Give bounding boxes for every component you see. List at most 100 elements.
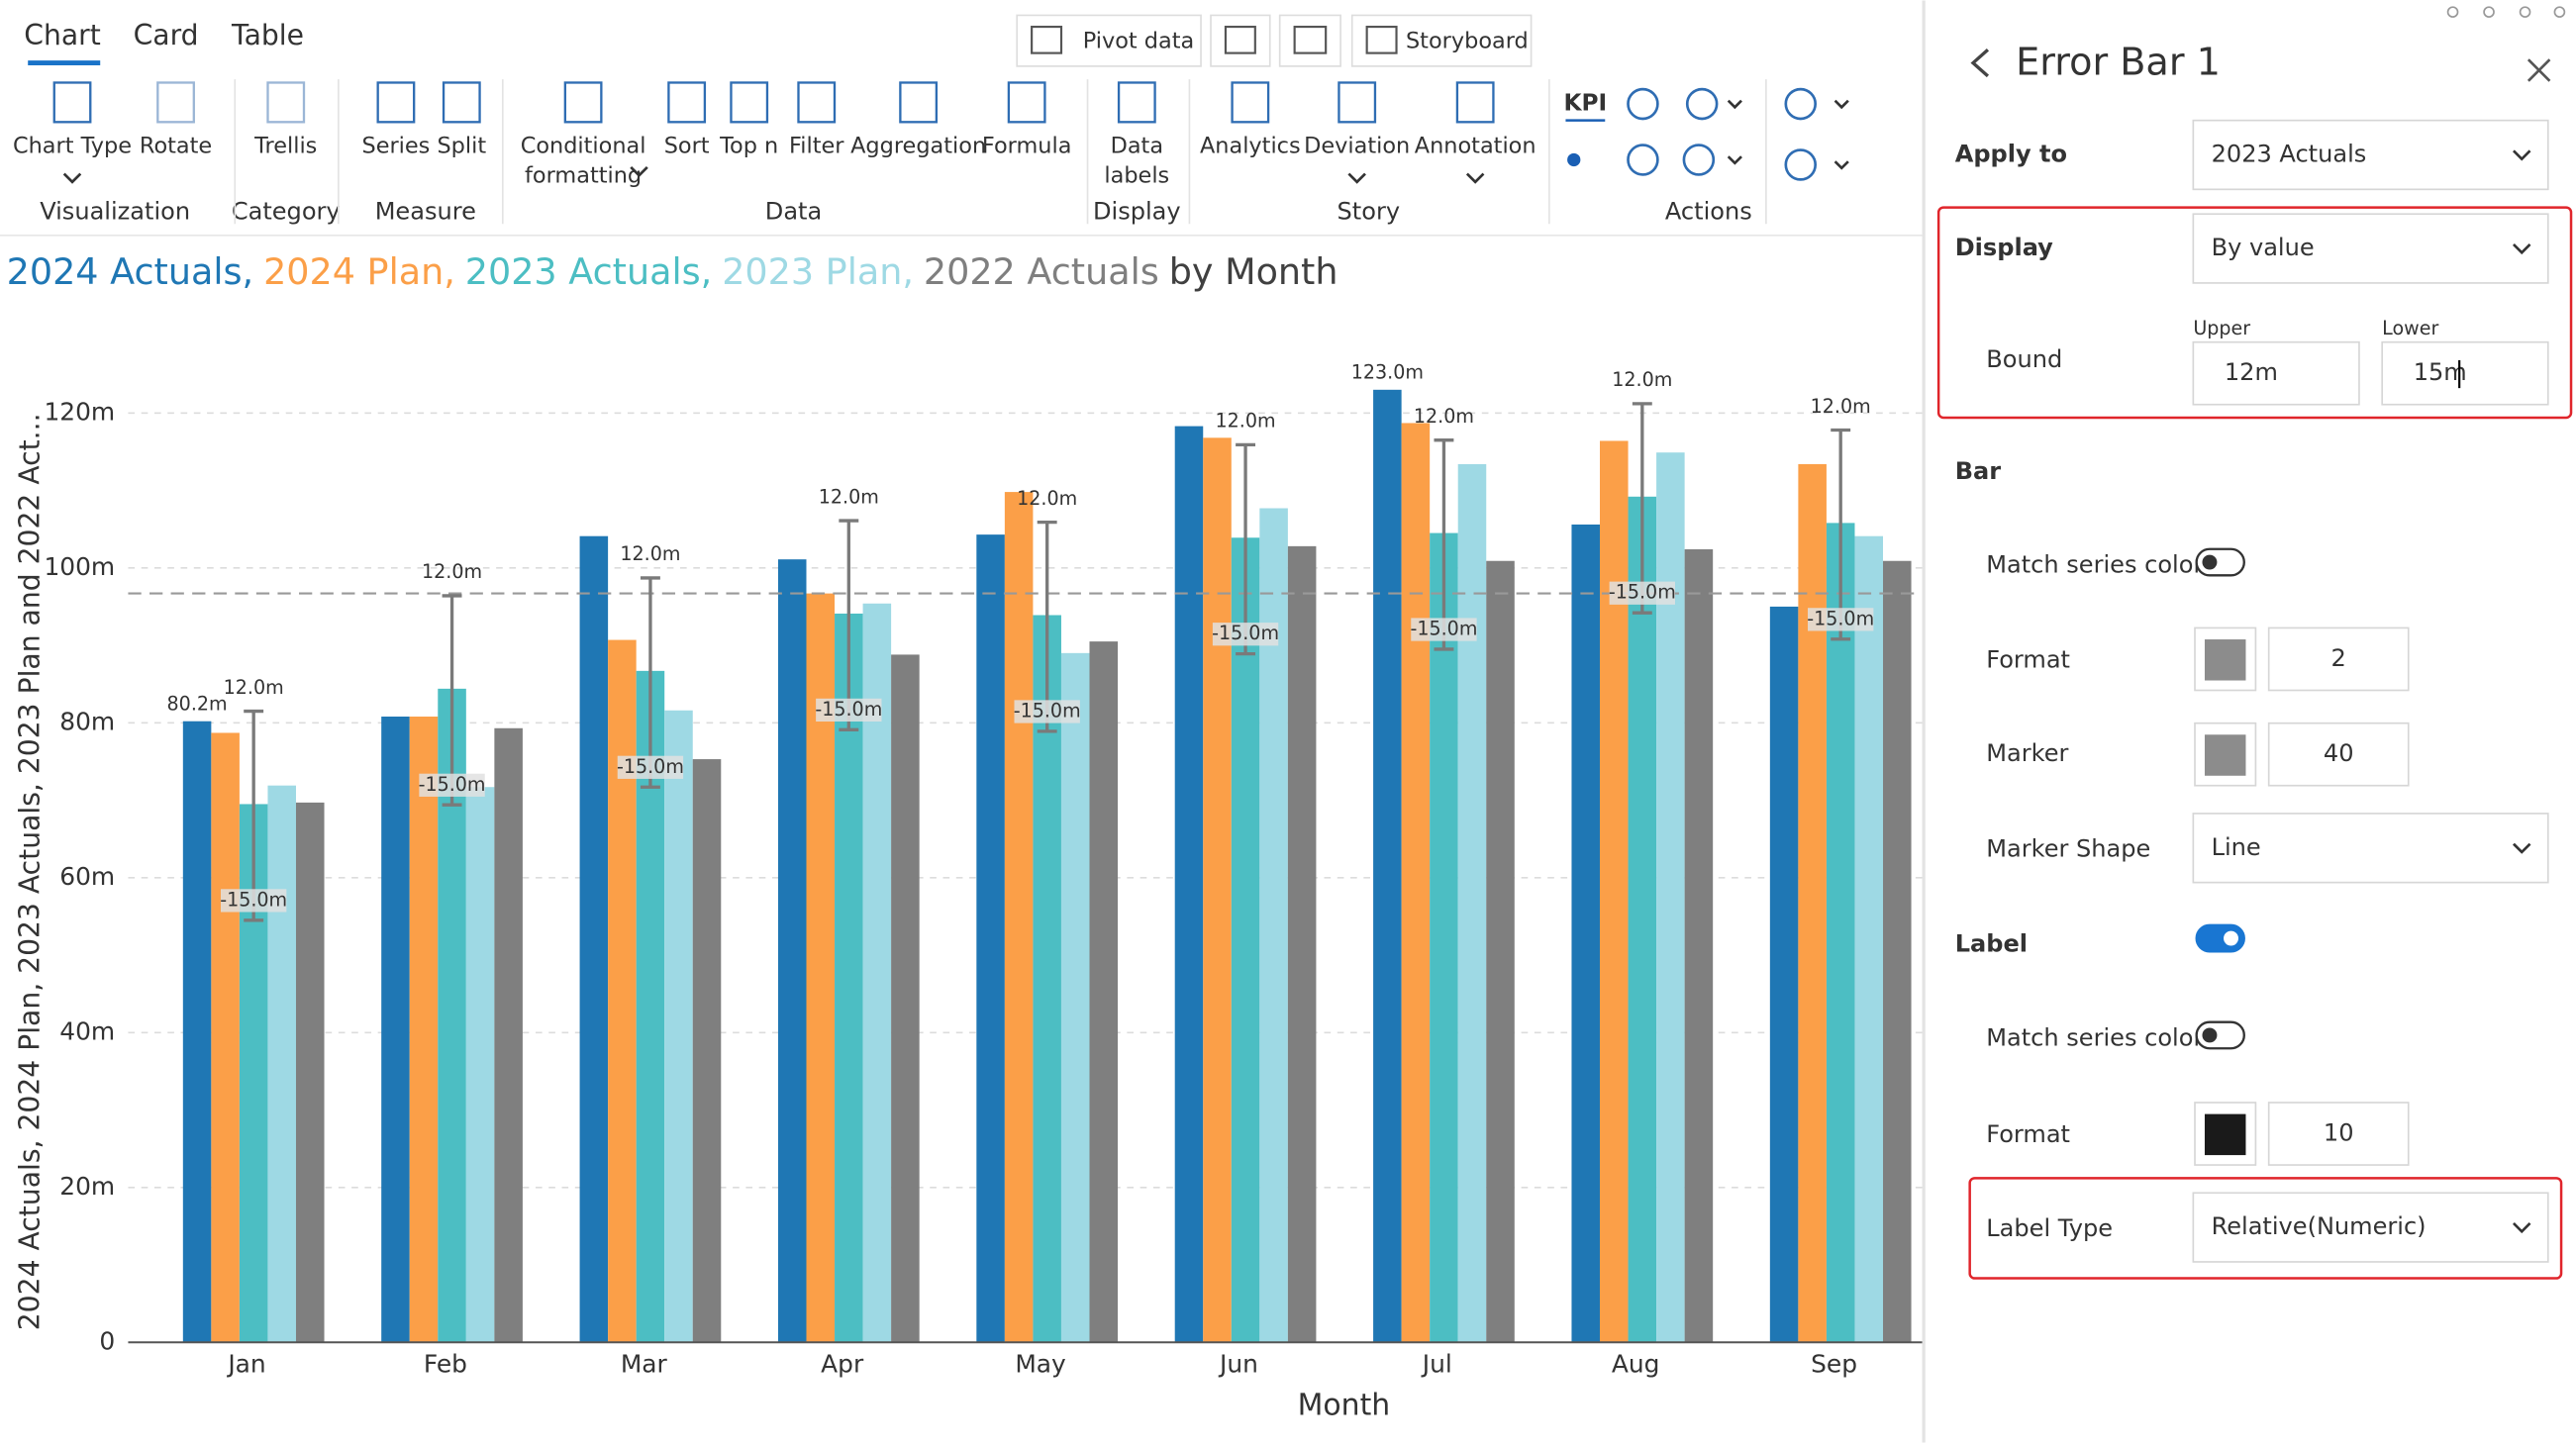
button-icon[interactable] <box>899 81 939 124</box>
bar <box>1373 389 1402 1343</box>
action-icon[interactable] <box>1685 87 1719 121</box>
dropdown[interactable] <box>2192 119 2549 191</box>
input[interactable] <box>2267 722 2410 787</box>
panel-title: Error Bar 1 <box>2016 41 2221 84</box>
error-label-bg <box>419 773 485 797</box>
x-tick-label: Sep <box>1811 1350 1857 1379</box>
button-icon[interactable] <box>156 81 195 124</box>
button-icon[interactable] <box>1231 81 1270 124</box>
toggle-knob <box>2202 1027 2218 1043</box>
action-icon[interactable] <box>1784 148 1818 181</box>
input[interactable] <box>2267 1102 2410 1166</box>
button-icon[interactable] <box>730 81 769 124</box>
group-label: Category <box>232 198 341 226</box>
icon-button[interactable] <box>1210 14 1271 67</box>
button-icon <box>1224 25 1256 54</box>
input[interactable] <box>2381 340 2549 406</box>
dropdown[interactable] <box>2192 213 2549 284</box>
error-bar <box>1831 428 1851 641</box>
y-axis-label: 2024 Actuals, 2024 Plan, 2023 Actuals, 2… <box>14 413 47 1330</box>
action-icon[interactable] <box>1627 144 1659 176</box>
group-label: Display <box>1093 198 1181 226</box>
error-bar <box>1037 520 1057 733</box>
button-label: Deviation <box>1304 134 1410 159</box>
x-tick-label: Feb <box>424 1350 467 1379</box>
window-icon[interactable] <box>2446 6 2459 18</box>
chevron <box>2513 242 2531 255</box>
tab[interactable]: Chart <box>24 19 101 51</box>
x-tick-label: Mar <box>621 1350 668 1379</box>
input[interactable] <box>2192 340 2360 406</box>
window-icon[interactable] <box>2483 6 2495 18</box>
error-label-bg <box>617 755 684 779</box>
top-button-label: Pivot data <box>1083 28 1195 53</box>
error-lower-label: -15.0m <box>815 699 882 721</box>
chevron <box>630 166 648 178</box>
y-tick-label: 0 <box>99 1326 115 1355</box>
x-tick-label: Jul <box>1421 1350 1452 1379</box>
action-icon[interactable] <box>1627 87 1659 121</box>
group-label: Visualization <box>40 198 190 226</box>
bar <box>1684 548 1714 1343</box>
x-tick-label: Apr <box>821 1350 864 1379</box>
button-icon[interactable] <box>1007 81 1046 124</box>
chevron <box>62 172 82 184</box>
button-icon[interactable] <box>52 81 92 124</box>
error-bar <box>839 519 859 731</box>
action-icon <box>1567 152 1581 167</box>
dropdown[interactable] <box>2192 1192 2549 1263</box>
bar <box>835 613 863 1343</box>
error-lower-label: -15.0m <box>1609 582 1676 604</box>
dropdown[interactable] <box>2192 813 2549 884</box>
tab[interactable]: Card <box>134 19 199 51</box>
error-lower-label: -15.0m <box>1410 619 1477 640</box>
input-value: 40 <box>2324 739 2354 767</box>
action-icon[interactable] <box>1682 144 1716 176</box>
button-icon[interactable] <box>442 81 481 124</box>
button-icon[interactable] <box>797 81 837 124</box>
bar <box>494 727 523 1343</box>
chevron <box>1727 99 1742 110</box>
error-lower-label: -15.0m <box>1014 700 1081 722</box>
button-icon[interactable] <box>376 81 416 124</box>
chevron <box>1833 99 1849 110</box>
icon-button[interactable] <box>1278 14 1341 67</box>
title-part: 2022 Actuals <box>924 249 1159 292</box>
close-button[interactable] <box>2526 58 2551 82</box>
error-upper-label: 12.0m <box>422 561 482 583</box>
x-tick-label: Jun <box>1218 1350 1258 1379</box>
field-label: Label <box>1955 930 2028 958</box>
bar <box>1769 606 1799 1343</box>
chevron <box>2513 842 2531 854</box>
bar <box>579 535 609 1343</box>
bar <box>1600 440 1629 1343</box>
button-label: Trellis <box>253 134 317 159</box>
error-bar <box>1632 402 1652 615</box>
input[interactable] <box>2267 627 2410 692</box>
action-icon[interactable] <box>1784 87 1818 121</box>
bar <box>862 603 892 1343</box>
error-label-bg <box>1212 623 1279 646</box>
bar <box>1089 641 1119 1343</box>
error-lower-label: -15.0m <box>220 889 287 911</box>
button-icon[interactable] <box>1117 81 1156 124</box>
bar <box>1798 463 1827 1343</box>
top-button[interactable] <box>1016 14 1202 67</box>
button-icon[interactable] <box>1455 81 1495 124</box>
button-icon[interactable] <box>266 81 306 124</box>
window-icon[interactable] <box>2519 6 2531 18</box>
tab[interactable]: Table <box>231 19 304 51</box>
top-button[interactable] <box>1350 14 1533 67</box>
highlight-box <box>1936 206 2573 420</box>
button-icon[interactable] <box>563 81 603 124</box>
error-upper-label: 12.0m <box>224 677 284 699</box>
data-label: 123.0m <box>1351 362 1424 384</box>
x-tick-label: Aug <box>1612 1350 1660 1379</box>
button-icon[interactable] <box>667 81 707 124</box>
window-icon[interactable] <box>2553 6 2566 18</box>
kpi-button[interactable]: KPI <box>1564 90 1608 117</box>
button-icon[interactable] <box>1338 81 1377 124</box>
chevron <box>1833 160 1849 170</box>
input-caption: Upper <box>2193 318 2250 339</box>
back-button[interactable] <box>1970 48 1990 78</box>
